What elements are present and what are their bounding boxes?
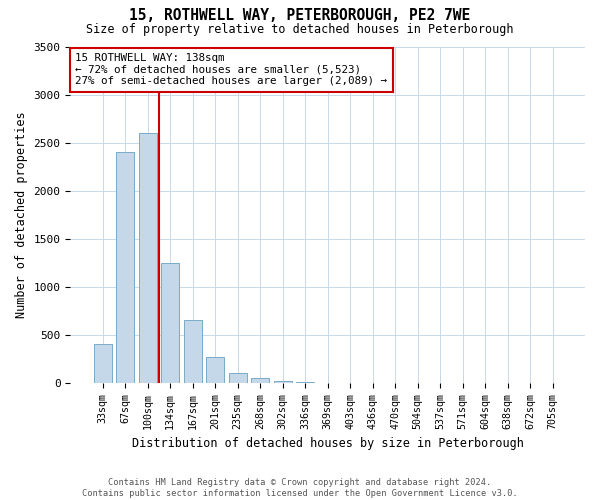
Bar bbox=[94, 344, 112, 383]
Bar bbox=[116, 152, 134, 383]
Y-axis label: Number of detached properties: Number of detached properties bbox=[15, 112, 28, 318]
Text: Contains HM Land Registry data © Crown copyright and database right 2024.
Contai: Contains HM Land Registry data © Crown c… bbox=[82, 478, 518, 498]
Text: Size of property relative to detached houses in Peterborough: Size of property relative to detached ho… bbox=[86, 22, 514, 36]
Bar bbox=[161, 263, 179, 383]
X-axis label: Distribution of detached houses by size in Peterborough: Distribution of detached houses by size … bbox=[132, 437, 524, 450]
Text: 15 ROTHWELL WAY: 138sqm
← 72% of detached houses are smaller (5,523)
27% of semi: 15 ROTHWELL WAY: 138sqm ← 72% of detache… bbox=[76, 53, 388, 86]
Bar bbox=[184, 320, 202, 383]
Bar bbox=[251, 378, 269, 383]
Bar bbox=[274, 381, 292, 383]
Bar bbox=[206, 357, 224, 383]
Bar bbox=[229, 373, 247, 383]
Text: 15, ROTHWELL WAY, PETERBOROUGH, PE2 7WE: 15, ROTHWELL WAY, PETERBOROUGH, PE2 7WE bbox=[130, 8, 470, 22]
Bar bbox=[139, 133, 157, 383]
